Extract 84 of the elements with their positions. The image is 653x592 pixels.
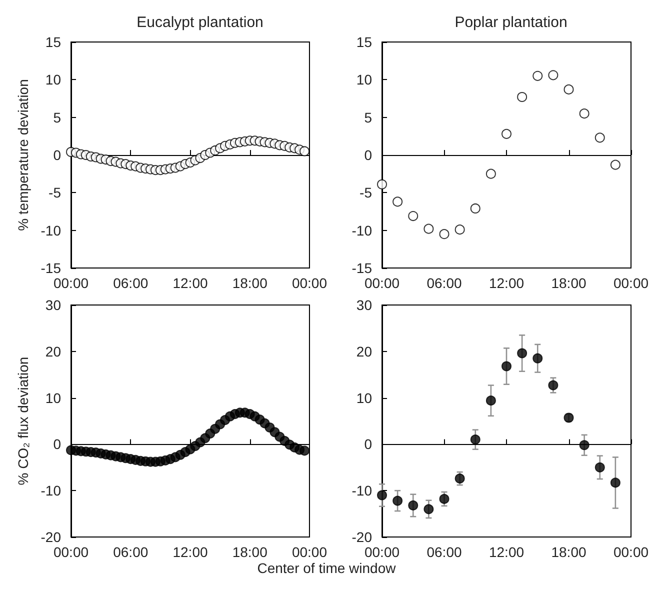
x-tick-label: 18:00 [232, 544, 268, 560]
y-tick-label: 15 [45, 34, 62, 50]
x-tick-label: 00:00 [613, 275, 649, 291]
point [486, 168, 496, 179]
y-tick-label: 15 [356, 34, 372, 50]
y-tick-label: 20 [356, 343, 372, 360]
point [610, 160, 620, 170]
point [594, 462, 605, 472]
point [439, 229, 450, 240]
x-tick-label: 12:00 [172, 544, 208, 560]
y-tick-label: 10 [356, 390, 372, 406]
x-tick-label: 00:00 [53, 544, 89, 560]
y-tick-label: -20 [352, 529, 372, 545]
y-tick-label: 0 [53, 436, 62, 452]
y-tick-label: -10 [40, 222, 62, 238]
point [454, 474, 465, 484]
x-tick-label: 06:00 [426, 275, 462, 291]
y-tick-label: 10 [356, 72, 372, 88]
y-tick-label: -15 [40, 260, 62, 276]
y-tick-label: 10 [45, 390, 62, 406]
y-tick-label: -20 [40, 529, 62, 545]
y-tick-label: 30 [45, 297, 62, 313]
point [564, 84, 574, 94]
y-tick-label: -10 [352, 482, 372, 499]
point [470, 434, 480, 445]
point [502, 128, 512, 139]
y-tick-label: 10 [45, 72, 62, 88]
y-tick-label: -5 [48, 184, 62, 201]
y-tick-label: 0 [364, 147, 372, 163]
point [454, 224, 465, 235]
x-tick-label: 00:00 [364, 544, 400, 560]
x-tick-label: 00:00 [292, 275, 328, 291]
point [517, 92, 528, 102]
chart-title: Eucalypt plantation [136, 14, 264, 31]
point [439, 494, 450, 504]
point [392, 496, 403, 506]
point [517, 348, 528, 358]
x-tick-label: 12:00 [488, 275, 524, 291]
x-tick-label: 18:00 [551, 544, 586, 560]
y-axis-title: % temperature deviation [14, 79, 31, 231]
y-tick-label: 5 [364, 109, 372, 126]
chart-title: Poplar plantation [454, 14, 568, 31]
x-tick-label: 00:00 [53, 275, 89, 291]
x-tick-label: 12:00 [488, 544, 524, 560]
point [408, 211, 418, 222]
point [392, 196, 403, 207]
point [408, 500, 418, 510]
point [377, 490, 387, 500]
point [502, 361, 512, 372]
point [532, 70, 543, 81]
x-tick-label: 18:00 [551, 275, 586, 291]
x-tick-label: 12:00 [172, 275, 208, 291]
point [532, 353, 543, 364]
point [300, 446, 310, 456]
x-tick-label: 00:00 [364, 275, 400, 291]
point [548, 380, 558, 390]
point [424, 504, 434, 514]
x-tick-label: 18:00 [232, 275, 268, 291]
x-tick-label: 00:00 [613, 544, 649, 560]
point [548, 70, 558, 80]
x-tick-label: 06:00 [113, 544, 148, 560]
y-tick-label: 0 [364, 436, 372, 452]
point [594, 132, 605, 143]
point [377, 179, 387, 190]
y-axis-title: % CO₂ flux deviation [14, 356, 31, 486]
point [610, 478, 620, 488]
y-tick-label: -10 [40, 482, 62, 499]
y-tick-label: 30 [356, 297, 372, 313]
y-tick-label: -10 [352, 222, 372, 238]
point [470, 203, 480, 214]
point [579, 108, 590, 119]
x-tick-label: 06:00 [426, 544, 462, 560]
y-tick-label: -5 [360, 184, 372, 201]
point [579, 440, 590, 450]
point [300, 146, 310, 156]
x-tick-label: 00:00 [292, 544, 328, 560]
y-tick-label: 0 [53, 147, 62, 163]
point [486, 396, 496, 406]
point [424, 224, 434, 234]
x-tick-label: 06:00 [113, 275, 148, 291]
y-tick-label: 20 [45, 343, 62, 360]
y-tick-label: -15 [352, 260, 372, 276]
x-axis-title: Center of time window [256, 560, 397, 576]
y-tick-label: 5 [53, 109, 62, 126]
